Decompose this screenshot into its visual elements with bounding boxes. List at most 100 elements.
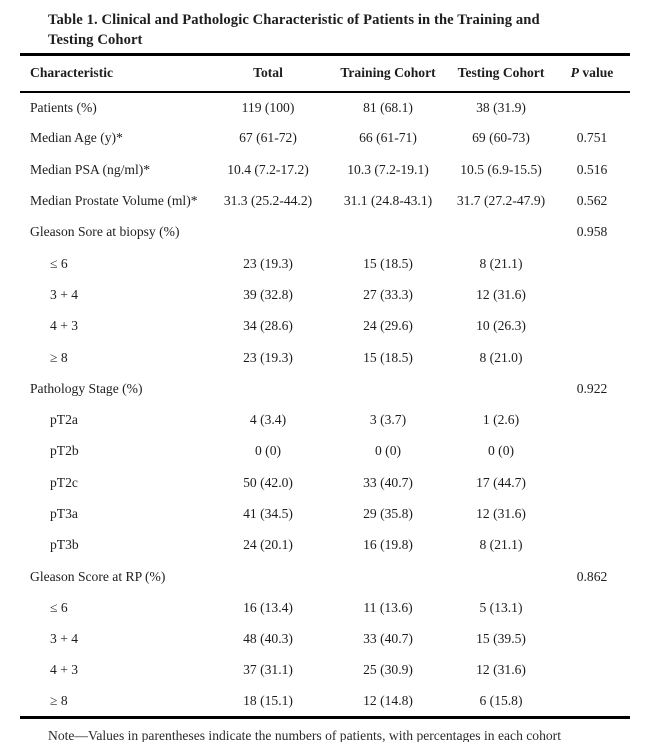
table-row: Pathology Stage (%) 0.922 bbox=[20, 373, 630, 404]
row-label: pT2a bbox=[50, 412, 78, 428]
cell-testing-cohort: 8 (21.0) bbox=[479, 349, 523, 365]
cell-p-value: 0.958 bbox=[576, 224, 608, 240]
cell-p-value bbox=[554, 467, 630, 498]
row-label: 4 + 3 bbox=[50, 662, 79, 678]
header-total: Total bbox=[208, 54, 328, 93]
row-label: Median Prostate Volume (ml)* bbox=[30, 193, 198, 209]
cell-training-cohort: 15 (18.5) bbox=[363, 349, 413, 365]
cell-training-cohort: 33 (40.7) bbox=[363, 474, 413, 490]
cell-p-value bbox=[554, 498, 630, 529]
table-row: Median PSA (ng/ml)* 10.4 (7.2-17.2) 10.3… bbox=[20, 154, 630, 185]
cell-testing-cohort: 5 (13.1) bbox=[479, 599, 523, 615]
cell-p-value: 0.562 bbox=[576, 193, 608, 209]
table-row: Median Prostate Volume (ml)* 31.3 (25.2-… bbox=[20, 185, 630, 216]
cell-training-cohort: 3 (3.7) bbox=[369, 412, 407, 428]
cell-testing-cohort bbox=[448, 373, 554, 404]
cell-testing-cohort: 31.7 (27.2-47.9) bbox=[456, 193, 546, 209]
cell-training-cohort bbox=[328, 561, 448, 592]
cell-p-value: 0.751 bbox=[576, 130, 608, 146]
cell-p-value: 0.922 bbox=[576, 380, 608, 396]
row-label: Gleason Score at RP (%) bbox=[30, 568, 166, 584]
table-row: Gleason Sore at biopsy (%) 0.958 bbox=[20, 217, 630, 248]
table-header: Characteristic Total Training Cohort Tes… bbox=[20, 54, 630, 93]
cell-total bbox=[208, 217, 328, 248]
cell-training-cohort bbox=[328, 217, 448, 248]
row-label: ≤ 6 bbox=[50, 255, 68, 271]
cell-training-cohort: 81 (68.1) bbox=[363, 99, 413, 115]
cell-testing-cohort: 12 (31.6) bbox=[476, 506, 526, 521]
table-footnote: Note—Values in parentheses indicate the … bbox=[48, 727, 561, 742]
table-row: ≤ 6 23 (19.3) 15 (18.5) 8 (21.1) bbox=[20, 248, 630, 279]
p-value-italic-p: P bbox=[570, 65, 579, 81]
cell-total: 50 (42.0) bbox=[243, 474, 293, 490]
table-row: 4 + 3 34 (28.6) 24 (29.6) 10 (26.3) bbox=[20, 311, 630, 342]
row-label: ≥ 8 bbox=[50, 349, 68, 365]
cell-p-value bbox=[554, 92, 630, 123]
row-label: pT3b bbox=[50, 537, 79, 553]
row-label: 3 + 4 bbox=[50, 286, 79, 302]
cell-training-cohort: 66 (61-71) bbox=[359, 130, 417, 146]
table-title: Table 1. Clinical and Pathologic Charact… bbox=[48, 10, 636, 50]
table-row: pT2b 0 (0) 0 (0) 0 (0) bbox=[20, 436, 630, 467]
cell-training-cohort: 33 (40.7) bbox=[363, 631, 413, 647]
row-label: pT2c bbox=[50, 474, 78, 490]
cell-total: 23 (19.3) bbox=[243, 255, 293, 271]
cell-testing-cohort: 6 (15.8) bbox=[479, 693, 523, 709]
cell-testing-cohort: 10.5 (6.9-15.5) bbox=[460, 161, 542, 177]
cell-training-cohort: 27 (33.3) bbox=[363, 286, 413, 302]
cell-testing-cohort: 8 (21.1) bbox=[479, 255, 523, 271]
cell-testing-cohort: 0 (0) bbox=[487, 443, 515, 459]
row-label: 3 + 4 bbox=[50, 631, 79, 647]
cell-total: 4 (3.4) bbox=[249, 412, 287, 428]
cell-total: 37 (31.1) bbox=[243, 662, 293, 678]
header-characteristic: Characteristic bbox=[20, 54, 208, 93]
cell-p-value bbox=[554, 530, 630, 561]
cell-total: 34 (28.6) bbox=[243, 318, 293, 334]
header-row: Characteristic Total Training Cohort Tes… bbox=[20, 54, 630, 93]
cell-testing-cohort: 10 (26.3) bbox=[476, 318, 526, 334]
cell-training-cohort: 11 (13.6) bbox=[363, 599, 413, 615]
cell-p-value bbox=[554, 311, 630, 342]
table-row: Patients (%) 119 (100) 81 (68.1) 38 (31.… bbox=[20, 92, 630, 123]
cell-testing-cohort: 38 (31.9) bbox=[476, 99, 526, 115]
table-row: 4 + 3 37 (31.1) 25 (30.9) 12 (31.6) bbox=[20, 655, 630, 686]
table-row: Gleason Score at RP (%) 0.862 bbox=[20, 561, 630, 592]
row-label: 4 + 3 bbox=[50, 318, 79, 334]
cell-testing-cohort: 1 (2.6) bbox=[482, 412, 520, 428]
cell-p-value bbox=[554, 686, 630, 717]
cell-total: 119 (100) bbox=[241, 99, 295, 115]
table-row: pT3b 24 (20.1) 16 (19.8) 8 (21.1) bbox=[20, 530, 630, 561]
table-row: pT3a 41 (34.5) 29 (35.8) 12 (31.6) bbox=[20, 498, 630, 529]
cell-p-value bbox=[554, 248, 630, 279]
table-row: 3 + 4 39 (32.8) 27 (33.3) 12 (31.6) bbox=[20, 279, 630, 310]
row-label: Pathology Stage (%) bbox=[30, 380, 143, 396]
cell-training-cohort: 0 (0) bbox=[374, 443, 402, 459]
table-row: ≥ 8 23 (19.3) 15 (18.5) 8 (21.0) bbox=[20, 342, 630, 373]
clinical-table-wrap: Characteristic Total Training Cohort Tes… bbox=[20, 53, 630, 719]
cell-testing-cohort: 15 (39.5) bbox=[476, 631, 526, 647]
cell-p-value: 0.862 bbox=[576, 568, 608, 584]
cell-total: 18 (15.1) bbox=[243, 693, 293, 709]
cell-training-cohort: 16 (19.8) bbox=[363, 537, 413, 553]
cell-total: 39 (32.8) bbox=[243, 286, 293, 302]
table-row: 3 + 4 48 (40.3) 33 (40.7) 15 (39.5) bbox=[20, 624, 630, 655]
cell-testing-cohort: 12 (31.6) bbox=[476, 286, 526, 302]
cell-total: 10.4 (7.2-17.2) bbox=[227, 161, 309, 177]
row-label: Gleason Sore at biopsy (%) bbox=[30, 224, 180, 240]
row-label: Patients (%) bbox=[30, 99, 97, 115]
cell-total bbox=[208, 561, 328, 592]
cell-testing-cohort bbox=[448, 561, 554, 592]
table-row: ≥ 8 18 (15.1) 12 (14.8) 6 (15.8) bbox=[20, 686, 630, 717]
cell-training-cohort: 10.3 (7.2-19.1) bbox=[347, 161, 429, 177]
cell-testing-cohort: 17 (44.7) bbox=[476, 474, 526, 490]
cell-testing-cohort: 8 (21.1) bbox=[479, 537, 523, 553]
cell-training-cohort: 24 (29.6) bbox=[363, 318, 413, 334]
cell-total: 24 (20.1) bbox=[243, 537, 293, 553]
cell-p-value bbox=[554, 592, 630, 623]
cell-total: 67 (61-72) bbox=[239, 130, 297, 146]
table-row: Median Age (y)* 67 (61-72) 66 (61-71) 69… bbox=[20, 123, 630, 154]
table-title-line-2: Testing Cohort bbox=[48, 32, 143, 48]
cell-p-value bbox=[554, 624, 630, 655]
cell-total: 48 (40.3) bbox=[243, 631, 293, 647]
header-p-value: P value bbox=[554, 54, 630, 93]
